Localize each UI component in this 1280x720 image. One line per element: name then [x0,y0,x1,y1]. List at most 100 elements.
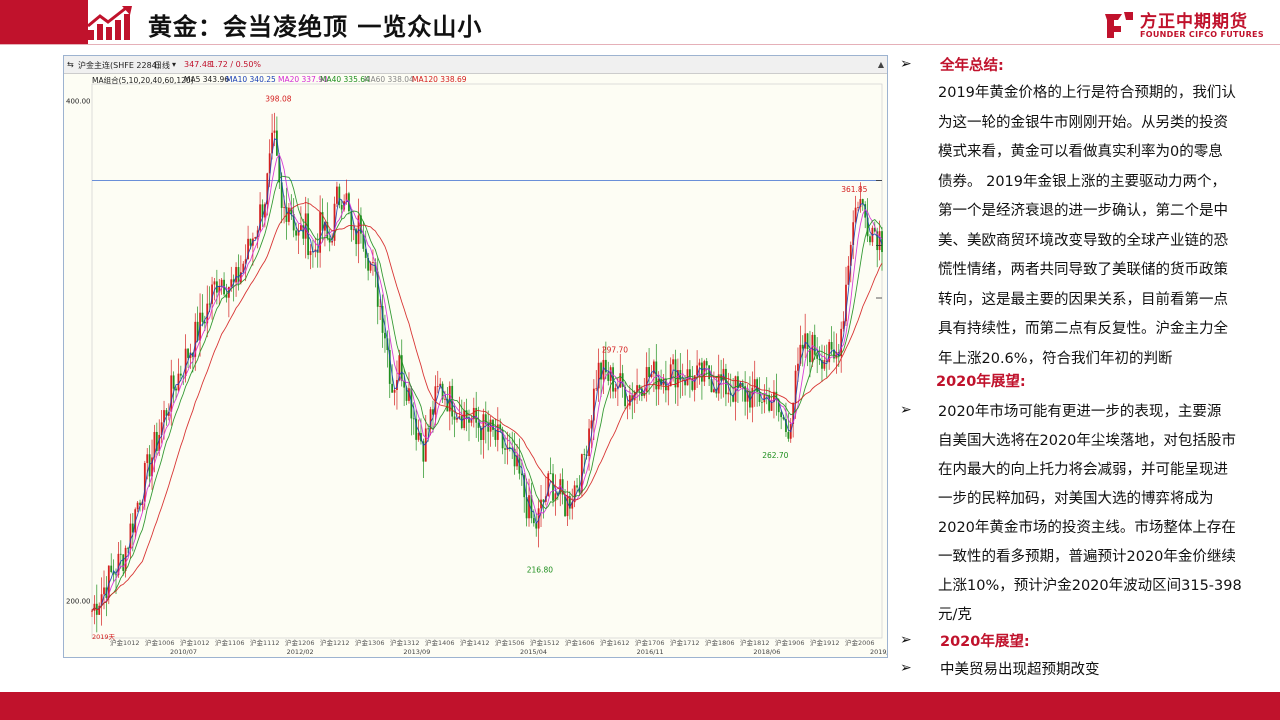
candle-body [576,485,578,488]
candle-body [573,485,576,503]
candle-body [679,370,682,381]
candle-body [549,473,552,475]
x-tick-label: 沪金1906 [775,638,805,647]
x-date-label: 2016/11 [637,648,664,656]
candle-body [350,211,353,230]
candle-body [146,454,149,463]
candle-body [400,355,403,381]
candle-body [119,553,122,555]
candle-body [112,571,115,575]
candle-body [799,344,802,364]
footer-bar [0,692,1280,720]
candle-body [463,410,466,429]
candle-body [559,479,562,494]
candle-body [813,334,816,355]
candle-body [151,457,153,477]
candle-body [556,493,559,495]
candle-body [768,394,771,411]
ma-legend: MA组合(5,10,20,40,60,120) MA5 343.96 MA10 34… [64,74,887,86]
x-tick-label: 沪金1706 [635,638,665,647]
candle-body [239,272,242,283]
candle-body [645,367,648,392]
x-tick-label: 沪金2006 [845,638,875,647]
candle-body [475,407,478,423]
candle-body [758,391,761,402]
candle-body [777,399,780,413]
candle-body [297,230,300,236]
candle-body [535,523,538,529]
candle-body [520,473,523,476]
x-tick-label: 沪金1806 [705,638,735,647]
candle-body [110,565,113,572]
candle-body [203,321,206,324]
section-title-outlook: 2020年展望: [936,374,1026,390]
candle-body [189,352,192,358]
candle-body [516,455,518,467]
x-tick-label: 沪金1306 [355,638,385,647]
last-price: 347.48 [184,60,212,69]
outlook-item: 中美贸易出现超预期改变 [940,662,1100,678]
x-date-label: 2019/12 [870,648,887,656]
brand-name-en: FOUNDER CIFCO FUTURES [1140,30,1264,39]
candle-body [386,338,389,351]
candle-body [194,321,197,357]
candle-body [355,229,358,245]
candle-body [787,431,790,439]
candle-body [458,416,461,418]
candle-body [275,130,278,156]
candle-body [672,359,674,365]
candle-body [143,462,146,502]
candle-body [489,419,492,432]
candle-body [369,262,372,271]
candle-body [427,428,430,430]
paragraph-line: 2020年市场可能有更进一步的表现，主要源 [938,404,1222,420]
candle-body [571,502,574,509]
candle-body [590,420,593,429]
candle-body [624,386,626,407]
period-label[interactable]: 日线 [154,61,170,70]
candle-body [770,402,773,411]
candle-body [607,372,610,381]
x-tick-label: 沪金1512 [530,638,560,647]
candle-body [580,454,583,493]
x-date-label: 2010/07 [170,648,197,656]
candle-body [833,349,835,359]
x-tick-label: 沪金1012 [180,638,210,647]
candle-body [225,294,228,298]
candle-body [797,363,799,371]
candle-body [604,359,607,373]
candle-body [360,215,362,234]
candle-body [619,373,622,388]
candle-body [237,267,240,283]
paragraph-line: 一致性的看多预期，普遍预计2020年金价继续 [938,549,1236,565]
x-tick-label: 沪金1312 [390,638,420,647]
candle-body [809,349,811,363]
candle-body [835,352,838,359]
candle-body [701,362,703,382]
candle-body [131,523,134,533]
candle-body [230,279,233,287]
candle-body [206,303,209,324]
candle-body [542,499,545,502]
candle-body [698,362,701,366]
period-dropdown-icon[interactable]: ▾ [172,60,177,69]
bullet-icon: ➢ [900,632,912,648]
candle-body [271,132,273,154]
candle-body [429,409,432,430]
candle-body [218,285,221,293]
candle-body [244,259,247,264]
candle-body [494,429,497,440]
price-annotation: 216.80 [527,566,553,575]
candle-body [640,388,643,396]
candle-body [621,373,624,387]
candle-body [492,419,494,430]
candle-body [309,251,312,256]
candle-body [717,374,720,394]
paragraph-line: 第一个是经济衰退的进一步确认，第二个是中 [938,203,1228,219]
scroll-up-icon[interactable]: ▲ [877,60,884,69]
price-chart-panel: 400.00 200.00 398.08 361.85 297.70 262.70 216.… [63,55,888,658]
candle-body [652,361,655,374]
candle-body [484,414,487,425]
candle-body [720,374,723,381]
toolbar-toggle-icon[interactable]: ⇆ [67,60,74,69]
